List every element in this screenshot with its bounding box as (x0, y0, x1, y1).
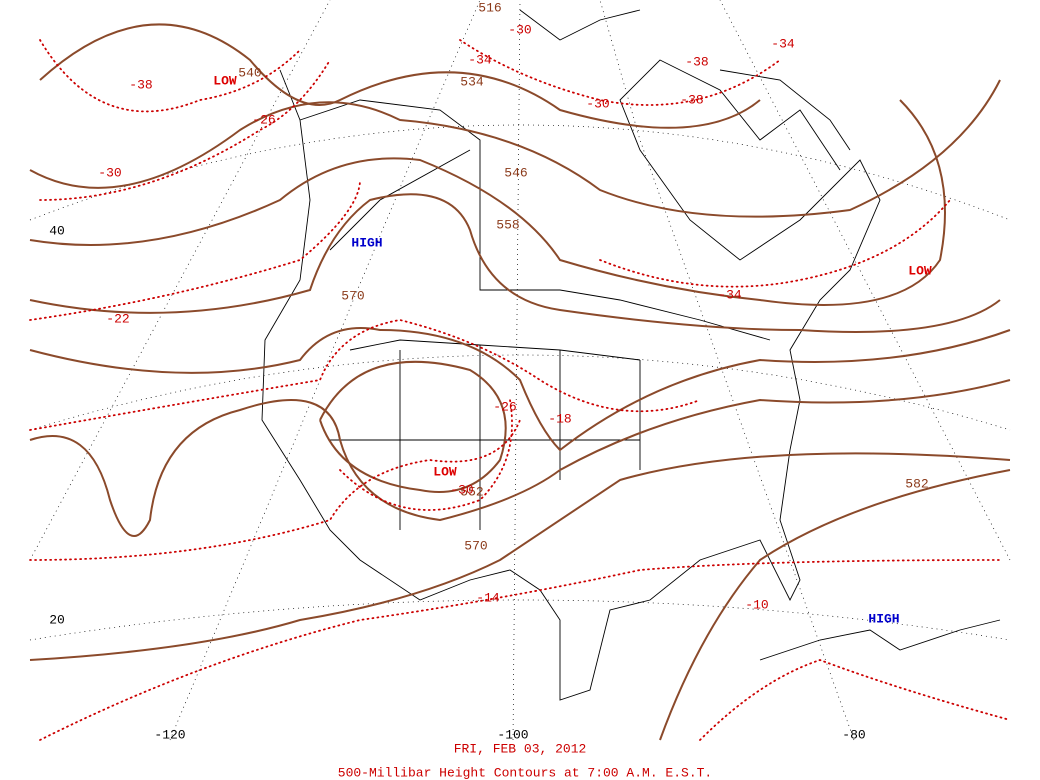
height-label: 516 (478, 0, 501, 15)
grid-label: 40 (49, 223, 65, 238)
temperature-label: -26 (493, 399, 516, 414)
height-label: 570 (464, 538, 487, 553)
height-contours (29, 23, 1011, 741)
grid-label: -100 (497, 727, 528, 742)
pressure-center: HIGH (868, 611, 899, 626)
height-label: 552 (460, 484, 483, 499)
temperature-label: -30 (450, 482, 473, 497)
temperature-label: -30 (586, 96, 609, 111)
temperature-label: -38 (685, 54, 708, 69)
height-label: 570 (341, 288, 364, 303)
pressure-center: LOW (433, 464, 457, 479)
labels: LOW HIGH LOW LOW HIGH 516 534 546 558 570 540 570 58… (49, 0, 932, 742)
height-label: 534 (460, 74, 484, 89)
pressure-center: LOW (908, 263, 932, 278)
temperature-label: -26 (252, 112, 275, 127)
caption-date: FRI, FEB 03, 2012 (454, 741, 587, 756)
temperature-label: -38 (680, 92, 703, 107)
grid-label: -120 (154, 727, 185, 742)
temperature-label: -14 (476, 590, 500, 605)
height-label: 582 (905, 476, 928, 491)
temperature-contours (29, 39, 1011, 741)
pressure-center: LOW (213, 73, 237, 88)
temperature-label: -34 (718, 287, 742, 302)
temperature-label: -10 (745, 597, 768, 612)
height-label: 546 (504, 165, 527, 180)
temperature-label: -18 (548, 411, 571, 426)
graticule (29, 0, 1011, 741)
temperature-label: -34 (771, 36, 795, 51)
grid-label: 20 (49, 612, 65, 627)
grid-label: -80 (842, 727, 865, 742)
height-label: 540 (238, 65, 261, 80)
height-label: 558 (496, 217, 519, 232)
temperature-label: -34 (468, 52, 492, 67)
temperature-label: -38 (129, 77, 152, 92)
pressure-center: HIGH (351, 235, 382, 250)
temperature-label: -30 (508, 22, 531, 37)
temperature-label: -30 (98, 165, 121, 180)
temperature-label: -22 (106, 311, 129, 326)
geography (261, 9, 1001, 701)
caption-title: 500-Millibar Height Contours at 7:00 A.M… (338, 765, 712, 780)
